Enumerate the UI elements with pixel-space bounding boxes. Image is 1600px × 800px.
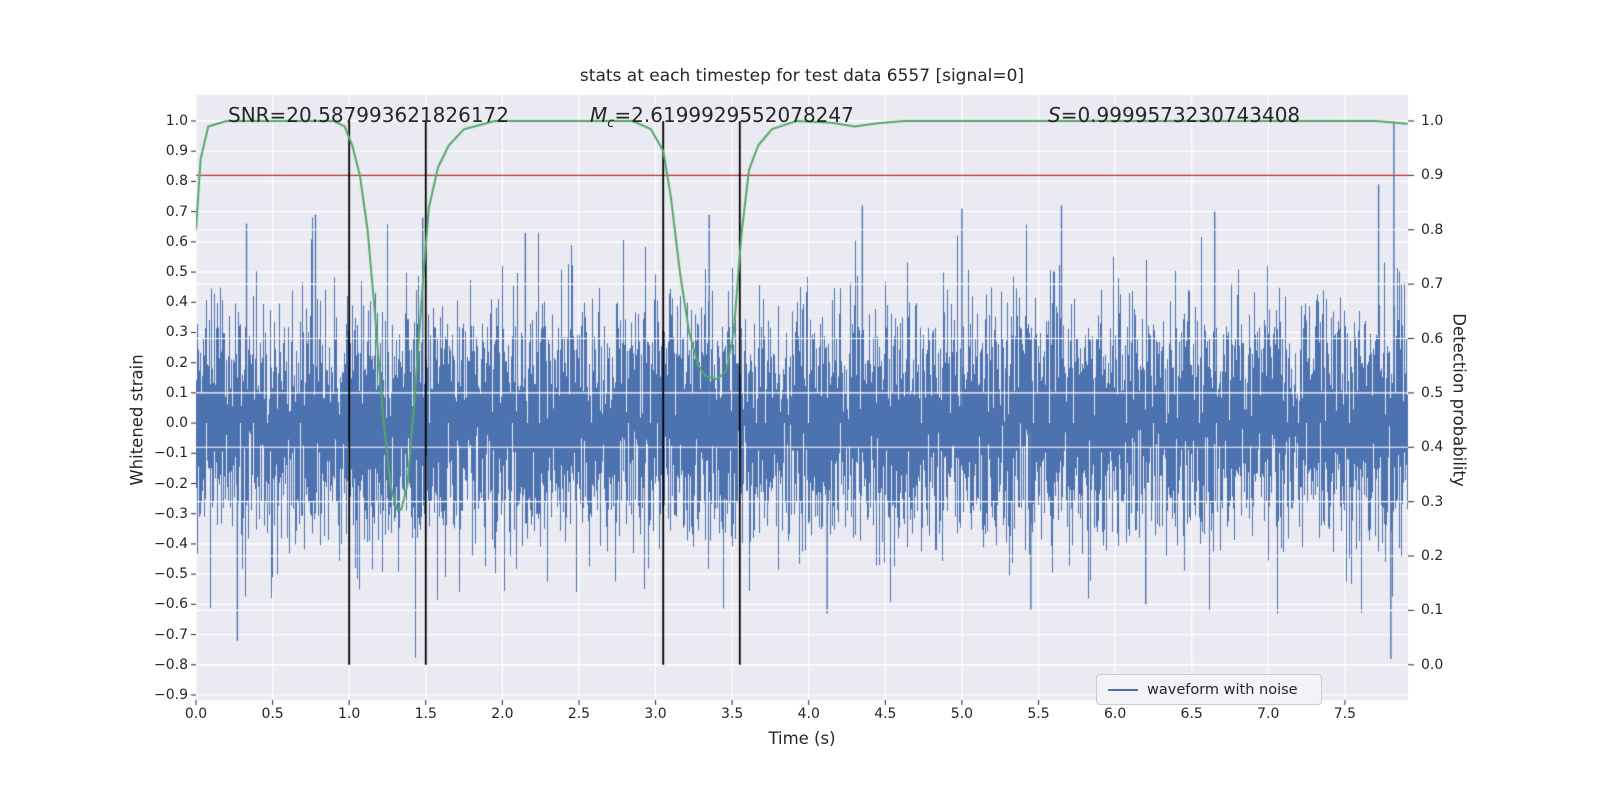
significance-value: =0.9999573230743408	[1060, 103, 1301, 127]
y-left-tick-label: −0.8	[154, 656, 188, 673]
x-tick-label: 7.5	[1333, 706, 1357, 722]
x-tick-label: 1.0	[338, 706, 361, 722]
legend-label: waveform with noise	[1147, 681, 1298, 698]
x-tick-label: 0.5	[261, 706, 284, 722]
x-tick-label: 5.5	[1027, 706, 1050, 722]
x-tick-label: 6.5	[1180, 706, 1203, 722]
y-right-tick-label: 0.6	[1421, 330, 1444, 347]
y-left-tick-label: −0.2	[154, 475, 188, 492]
y-right-tick-label: 0.5	[1421, 384, 1444, 401]
legend: waveform with noise	[1096, 674, 1322, 705]
annotation-snr: SNR=20.587993621826172	[228, 103, 509, 127]
chirp-mass-value: =2.6199929552078247	[614, 103, 854, 127]
y-left-tick-label: 0.6	[165, 233, 188, 250]
y-left-tick-label: −0.1	[154, 445, 188, 462]
y-left-tick-label: 0.8	[165, 173, 188, 190]
y-left-tick-label: −0.4	[154, 535, 188, 552]
y-left-tick-label: 0.3	[165, 324, 188, 341]
y-left-tick-label: −0.7	[154, 626, 188, 643]
y-left-tick-label: 0.4	[165, 294, 188, 311]
y-left-tick-label: 0.7	[165, 203, 188, 220]
y-right-tick-label: 0.2	[1421, 548, 1444, 565]
y-right-tick-label: 0.7	[1421, 276, 1444, 293]
x-tick-label: 6.0	[1103, 706, 1127, 722]
annotation-chirp-mass: Mc=2.6199929552078247	[590, 103, 854, 131]
x-tick-label: 4.0	[797, 706, 820, 722]
y-right-tick-label: 0.0	[1421, 656, 1444, 673]
y-left-tick-label: −0.9	[154, 686, 188, 703]
legend-line-swatch	[1108, 688, 1138, 691]
x-tick-label: 3.0	[644, 706, 667, 722]
chirp-mass-symbol: M	[590, 103, 608, 127]
y-left-tick-label: 0.1	[165, 384, 188, 401]
significance-symbol: S	[1048, 103, 1061, 127]
y-right-tick-label: 0.9	[1421, 167, 1444, 184]
y-left-tick-label: 1.0	[165, 113, 188, 129]
y-left-tick-label: 0.0	[165, 415, 188, 432]
y-left-tick-label: 0.9	[165, 143, 188, 160]
x-tick-label: 7.0	[1257, 706, 1280, 722]
x-tick-label: 4.5	[874, 706, 897, 722]
y-left-tick-label: −0.3	[154, 505, 188, 522]
y-left-tick-label: 0.5	[165, 264, 188, 281]
y-right-tick-label: 0.4	[1421, 439, 1444, 456]
chart-title: stats at each timestep for test data 655…	[579, 66, 1025, 86]
y-axis-label-left: Whitened strain	[127, 354, 147, 486]
x-tick-label: 2.0	[491, 706, 514, 722]
y-right-tick-label: 0.8	[1421, 221, 1444, 238]
y-axis-label-right: Detection probability	[1449, 313, 1469, 487]
x-tick-label: 3.5	[721, 706, 744, 722]
y-left-tick-label: −0.6	[154, 596, 188, 613]
y-right-tick-label: 0.1	[1421, 602, 1444, 619]
chirp-mass-subscript: c	[607, 116, 615, 131]
y-left-tick-label: 0.2	[165, 354, 188, 371]
x-tick-label: 5.0	[950, 706, 974, 722]
x-axis-label: Time (s)	[768, 729, 836, 748]
annotation-significance: S=0.9999573230743408	[1048, 103, 1300, 127]
y-left-tick-label: −0.5	[154, 566, 188, 583]
y-right-tick-label: 1.0	[1421, 113, 1444, 129]
y-right-tick-label: 0.3	[1421, 493, 1444, 510]
x-tick-label: 2.5	[567, 706, 591, 722]
x-tick-label: 0.0	[184, 706, 208, 722]
x-tick-label: 1.5	[414, 706, 437, 722]
